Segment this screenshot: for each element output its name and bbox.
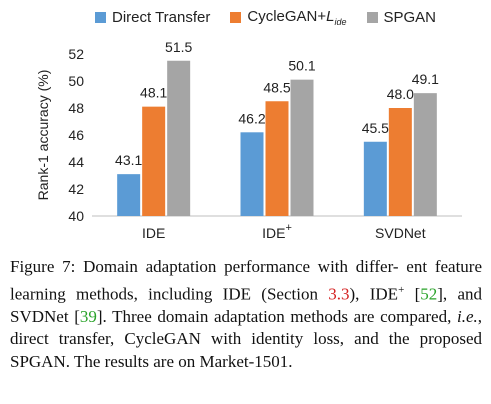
figure-caption: Figure 7: Domain adaptation performance … [10, 257, 483, 371]
legend-swatch-1 [230, 12, 242, 23]
x-tick-label-sup-1: + [285, 222, 291, 234]
bar-1-1 [265, 101, 289, 216]
data-label-0-1: 48.1 [140, 85, 167, 101]
caption-mid1: , and SVDNet [ [10, 284, 483, 326]
data-label-1-2: 50.1 [288, 58, 315, 74]
bar-2-2 [413, 93, 437, 216]
bar-chart: 40 42 44 46 48 50 52 Rank-1 accuracy (%) 43.1 48.… [35, 39, 462, 241]
x-tick-label-0: IDE [142, 225, 165, 241]
y-tick-label-5: 50 [68, 73, 84, 89]
x-tick-label-2: SVDNet [375, 225, 426, 241]
caption-ide-plus-sup: + [398, 283, 405, 296]
caption-line1: Figure 7: Domain adaptation performance … [10, 257, 399, 276]
data-label-1-1: 48.5 [263, 79, 290, 95]
data-label-2-0: 45.5 [362, 120, 389, 136]
x-tick-label-1: IDE+ [262, 222, 292, 241]
citation-52-link[interactable]: 52 [420, 284, 438, 304]
caption-mid3: , direct transfer, CycleGAN with identit… [10, 306, 483, 371]
section-ref-link[interactable]: 3.3 [328, 284, 350, 304]
caption-ie: i.e. [456, 306, 478, 326]
legend-item-0: Direct Transfer [95, 9, 210, 26]
y-tick-label-0: 40 [68, 208, 84, 224]
legend-swatch-0 [95, 12, 106, 23]
y-tick-label-4: 48 [68, 100, 84, 116]
legend-item-2: SPGAN [366, 9, 437, 26]
bar-0-2 [167, 60, 191, 216]
legend-item-1: CycleGAN+Lide [230, 8, 347, 27]
data-label-2-2: 49.1 [412, 71, 439, 87]
data-label-0-0: 43.1 [115, 152, 142, 168]
caption-line2b: ), [349, 284, 360, 304]
y-axis-label: Rank-1 accuracy (%) [35, 70, 51, 201]
legend-label-sub-1: ide [334, 17, 347, 27]
bar-0-1 [142, 106, 166, 216]
y-tick-label-3: 46 [68, 127, 84, 143]
data-label-0-2: 51.5 [165, 39, 192, 55]
y-tick-label-6: 52 [68, 46, 84, 62]
legend-label-2: SPGAN [383, 9, 437, 26]
y-tick-label-1: 42 [68, 181, 84, 197]
bar-2-0 [363, 141, 387, 216]
bar-1-2 [290, 79, 314, 217]
legend-swatch-2 [366, 12, 378, 23]
caption-ide-plus: IDE [369, 284, 399, 304]
chart-legend: Direct Transfer CycleGAN+Lide SPGAN [95, 8, 456, 27]
legend-label-italic-1: L [326, 8, 335, 25]
caption-line2a: ent feature learning methods, including … [10, 257, 482, 304]
y-tick-label-2: 44 [68, 154, 84, 170]
data-label-2-1: 48.0 [387, 86, 414, 102]
citation-39-link[interactable]: 39 [79, 306, 97, 326]
legend-label-0: Direct Transfer [112, 9, 211, 26]
legend-label-1: CycleGAN+Lide [247, 8, 347, 27]
data-label-1-0: 46.2 [238, 110, 265, 126]
caption-mid2: ]. Three domain adaptation methods are c… [96, 306, 457, 326]
bar-2-1 [388, 108, 412, 216]
bar-0-0 [117, 174, 141, 216]
bar-1-0 [240, 132, 264, 216]
